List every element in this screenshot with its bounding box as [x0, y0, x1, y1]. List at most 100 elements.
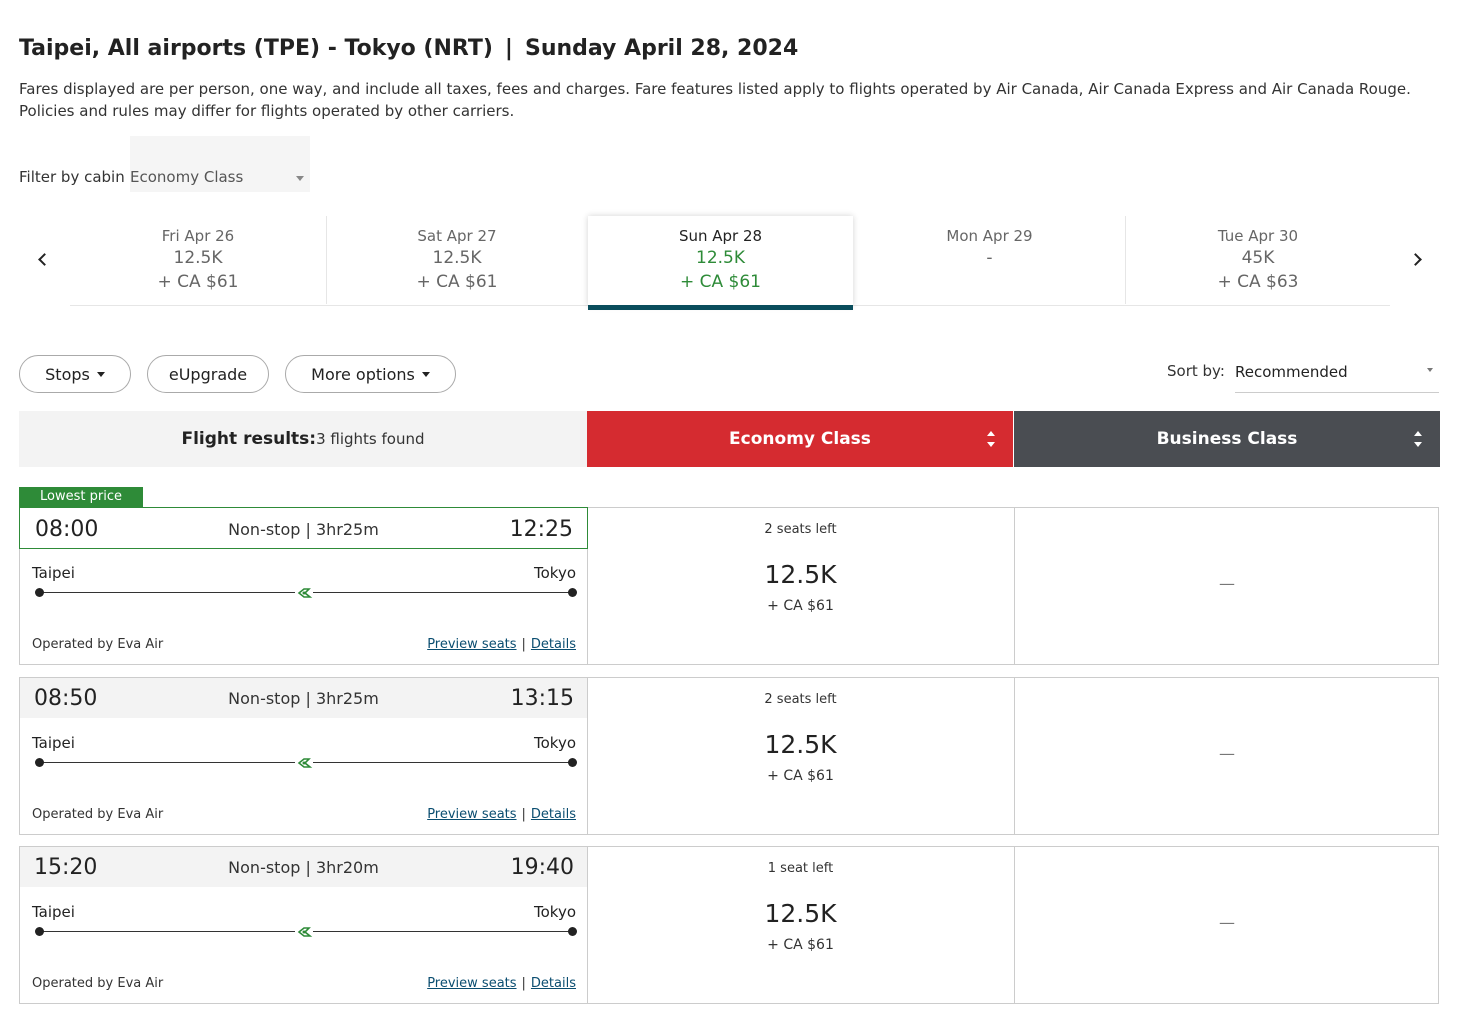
flight-info: 15:20 Non-stop | 3hr20m 19:40 Taipei Tok…: [20, 847, 588, 1003]
cabin-filter-select[interactable]: Economy Class: [130, 136, 310, 192]
date-label: Mon Apr 29: [946, 227, 1033, 245]
flight-links: Preview seats | Details: [427, 807, 576, 822]
business-class-column-header[interactable]: Business Class: [1014, 411, 1440, 467]
caret-down-icon: [96, 371, 105, 377]
date-taxes: [854, 270, 1125, 294]
economy-fare-cell[interactable]: 1 seat left 12.5K + CA $61: [587, 847, 1015, 1003]
sort-select[interactable]: Recommended: [1235, 352, 1439, 393]
flight-duration: Non-stop | 3hr25m: [228, 689, 379, 708]
page-title: Taipei, All airports (TPE) - Tokyo (NRT)…: [19, 36, 798, 61]
details-link[interactable]: Details: [530, 976, 576, 991]
caret-down-icon: [421, 371, 430, 377]
more-options-button[interactable]: More options: [285, 355, 456, 393]
eupgrade-filter-button[interactable]: eUpgrade: [147, 355, 269, 393]
operating-carrier: Operated by Eva Air: [32, 807, 164, 822]
preview-seats-link[interactable]: Preview seats: [427, 976, 517, 991]
seats-left: 1 seat left: [767, 861, 834, 876]
date-points: 45K: [1241, 248, 1275, 268]
economy-fare-cell[interactable]: 2 seats left 12.5K + CA $61: [587, 508, 1015, 664]
business-fare-cell: —: [1015, 678, 1439, 834]
date-label: Sun Apr 28: [678, 227, 763, 245]
link-separator: |: [521, 807, 526, 822]
chevron-right-icon: [1408, 252, 1422, 266]
route-text: Taipei, All airports (TPE) - Tokyo (NRT): [19, 36, 493, 61]
fare-points: 12.5K: [764, 730, 837, 759]
flight-results-header: Flight results: 3 flights found: [19, 411, 587, 467]
flight-row: 08:00 Non-stop | 3hr25m 12:25 Taipei Tok…: [19, 507, 1439, 665]
date-taxes: + CA $61: [157, 272, 239, 292]
stops-filter-button[interactable]: Stops: [19, 355, 131, 393]
economy-fare-cell[interactable]: 2 seats left 12.5K + CA $61: [587, 678, 1015, 834]
seats-left: 2 seats left: [764, 692, 837, 707]
sort-arrows-icon: [1414, 431, 1422, 447]
flight-links: Preview seats | Details: [427, 637, 576, 652]
link-separator: |: [521, 976, 526, 991]
destination-city: Tokyo: [534, 903, 576, 921]
fare-taxes: + CA $61: [767, 598, 834, 614]
business-unavailable: —: [1219, 913, 1235, 932]
next-dates-button[interactable]: [1404, 248, 1426, 270]
date-tab-sat-apr-27[interactable]: Sat Apr 27 12.5K + CA $61: [327, 216, 587, 304]
business-unavailable: —: [1219, 744, 1235, 763]
flight-duration: Non-stop | 3hr20m: [228, 858, 379, 877]
link-separator: |: [521, 637, 526, 652]
date-points: 12.5K: [432, 248, 482, 268]
eva-air-logo-icon: [295, 586, 313, 600]
origin-city: Taipei: [32, 564, 75, 582]
arrival-time: 13:15: [510, 686, 574, 711]
date-points: 12.5K: [173, 248, 223, 268]
eupgrade-filter-label: eUpgrade: [168, 364, 248, 384]
sort-label: Sort by:: [1167, 362, 1225, 380]
destination-city: Tokyo: [534, 564, 576, 582]
departure-time: 08:50: [34, 686, 98, 711]
date-tab-tue-apr-30[interactable]: Tue Apr 30 45K + CA $63: [1126, 216, 1390, 304]
stops-filter-label: Stops: [45, 364, 90, 384]
preview-seats-link[interactable]: Preview seats: [427, 637, 517, 652]
sort-value: Recommended: [1235, 363, 1348, 381]
flight-info: 08:00 Non-stop | 3hr25m 12:25 Taipei Tok…: [19, 507, 588, 664]
details-link[interactable]: Details: [530, 807, 576, 822]
economy-class-column-header[interactable]: Economy Class: [587, 411, 1013, 467]
flight-row: 08:50 Non-stop | 3hr25m 13:15 Taipei Tok…: [19, 677, 1439, 835]
previous-dates-button[interactable]: [33, 248, 55, 270]
destination-city: Tokyo: [534, 734, 576, 752]
date-tab-fri-apr-26[interactable]: Fri Apr 26 12.5K + CA $61: [70, 216, 327, 304]
date-label: Fri Apr 26: [161, 227, 235, 245]
preview-seats-link[interactable]: Preview seats: [427, 807, 517, 822]
departure-time: 08:00: [35, 517, 99, 542]
fare-disclaimer: Fares displayed are per person, one way,…: [19, 80, 1411, 120]
origin-city: Taipei: [32, 734, 75, 752]
fare-taxes: + CA $61: [767, 768, 834, 784]
date-label: Tue Apr 30: [1217, 227, 1299, 245]
flight-results-count: 3 flights found: [316, 430, 425, 448]
business-fare-cell: —: [1015, 508, 1439, 664]
details-link[interactable]: Details: [530, 637, 576, 652]
flight-results-label: Flight results:: [181, 429, 317, 449]
sort-arrows-icon: [987, 431, 995, 447]
date-label: Sat Apr 27: [417, 227, 497, 245]
departure-time: 15:20: [34, 855, 98, 880]
business-unavailable: —: [1219, 574, 1235, 593]
arrival-time: 12:25: [509, 517, 573, 542]
date-taxes: + CA $61: [416, 272, 498, 292]
more-options-label: More options: [311, 364, 415, 384]
flight-info: 08:50 Non-stop | 3hr25m 13:15 Taipei Tok…: [20, 678, 588, 834]
date-points: -: [986, 248, 993, 268]
travel-date: Sunday April 28, 2024: [524, 36, 799, 61]
seats-left: 2 seats left: [764, 522, 837, 537]
flight-row: 15:20 Non-stop | 3hr20m 19:40 Taipei Tok…: [19, 846, 1439, 1004]
fare-points: 12.5K: [764, 560, 837, 589]
eva-air-logo-icon: [295, 756, 313, 770]
business-fare-cell: —: [1015, 847, 1439, 1003]
date-points: 12.5K: [696, 248, 745, 268]
date-tab-sun-apr-28-selected[interactable]: Sun Apr 28 12.5K + CA $61: [588, 216, 853, 310]
flight-times-bar: 08:00 Non-stop | 3hr25m 12:25: [19, 507, 588, 549]
arrival-time: 19:40: [510, 855, 574, 880]
cabin-filter-value: Economy Class: [130, 168, 244, 186]
operating-carrier: Operated by Eva Air: [32, 637, 164, 652]
date-taxes: + CA $61: [680, 272, 761, 292]
origin-city: Taipei: [32, 903, 75, 921]
flight-times-bar: 15:20 Non-stop | 3hr20m 19:40: [20, 847, 587, 887]
flight-links: Preview seats | Details: [427, 976, 576, 991]
date-tab-mon-apr-29[interactable]: Mon Apr 29 -: [854, 216, 1126, 304]
